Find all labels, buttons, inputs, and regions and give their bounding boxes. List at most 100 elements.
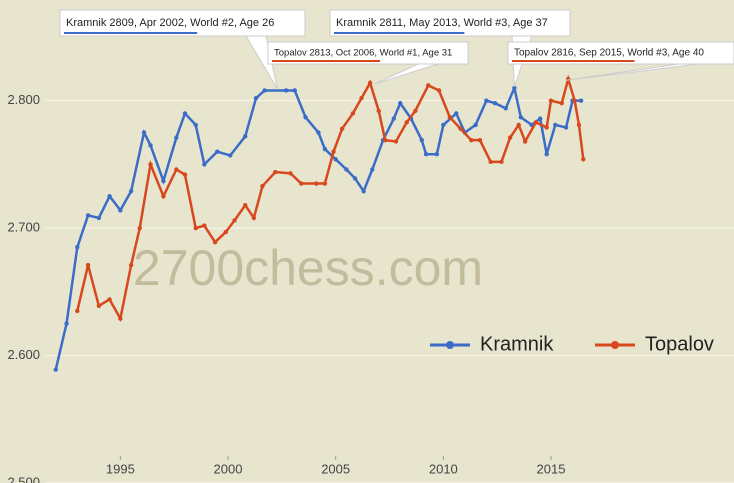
data-point bbox=[288, 171, 293, 176]
data-point bbox=[572, 98, 577, 103]
data-point bbox=[316, 130, 321, 135]
data-point bbox=[322, 146, 328, 152]
data-point bbox=[544, 152, 549, 157]
legend-label: Topalov bbox=[645, 333, 714, 355]
data-point bbox=[202, 162, 207, 167]
data-point bbox=[202, 223, 207, 228]
data-point bbox=[85, 213, 91, 218]
data-point bbox=[516, 122, 521, 128]
data-point bbox=[477, 137, 483, 143]
data-point bbox=[499, 159, 504, 165]
data-point bbox=[96, 215, 102, 221]
data-point bbox=[314, 181, 319, 186]
legend-marker bbox=[446, 341, 454, 349]
y-tick-label: 2.600 bbox=[7, 347, 40, 362]
data-point bbox=[423, 152, 429, 157]
data-point bbox=[404, 120, 409, 125]
x-tick-label: 2000 bbox=[214, 461, 243, 476]
data-point bbox=[426, 83, 431, 88]
data-point bbox=[484, 98, 489, 103]
data-point bbox=[212, 239, 218, 245]
data-point bbox=[273, 169, 278, 175]
data-point bbox=[473, 122, 478, 128]
legend-marker bbox=[611, 341, 619, 349]
data-point bbox=[367, 80, 373, 86]
data-point bbox=[118, 208, 123, 213]
annotation-text: Topalov 2813, Oct 2006, World #1, Age 31 bbox=[274, 48, 452, 59]
data-point bbox=[507, 135, 513, 140]
annotation-text: Kramnik 2809, Apr 2002, World #2, Age 26 bbox=[66, 17, 274, 29]
data-point bbox=[243, 134, 248, 139]
data-point bbox=[193, 122, 198, 128]
x-tick-label: 2015 bbox=[537, 461, 566, 476]
data-point bbox=[128, 188, 134, 194]
data-point bbox=[137, 225, 142, 231]
data-point bbox=[128, 262, 134, 268]
data-point bbox=[581, 157, 586, 162]
data-point bbox=[436, 88, 442, 93]
data-point bbox=[232, 218, 237, 223]
data-point bbox=[419, 137, 424, 143]
data-point bbox=[85, 262, 91, 268]
data-point bbox=[161, 194, 166, 199]
data-point bbox=[350, 111, 356, 116]
data-point bbox=[141, 130, 147, 135]
x-tick-label: 2005 bbox=[321, 461, 350, 476]
callout-box bbox=[329, 9, 571, 37]
data-point bbox=[260, 183, 265, 189]
callout-box bbox=[507, 41, 734, 65]
data-point bbox=[174, 167, 179, 172]
data-point bbox=[64, 321, 69, 326]
callout-box bbox=[59, 9, 306, 37]
data-point bbox=[533, 120, 539, 125]
data-point bbox=[161, 178, 166, 184]
data-point bbox=[413, 108, 418, 114]
data-point bbox=[262, 88, 267, 93]
data-point bbox=[75, 308, 80, 314]
data-point bbox=[393, 139, 399, 144]
data-point bbox=[75, 245, 80, 250]
data-point bbox=[563, 125, 569, 130]
x-tick-label: 1995 bbox=[106, 461, 135, 476]
data-point bbox=[223, 229, 229, 235]
data-point bbox=[376, 108, 381, 114]
data-point bbox=[303, 115, 308, 120]
y-tick-label: 2.700 bbox=[7, 220, 40, 235]
data-point bbox=[488, 159, 493, 165]
data-point bbox=[118, 316, 123, 321]
data-point bbox=[107, 297, 112, 302]
callout-box bbox=[267, 41, 469, 65]
data-point bbox=[352, 176, 358, 181]
data-point bbox=[215, 149, 220, 154]
data-point bbox=[359, 95, 364, 101]
data-point bbox=[299, 181, 304, 186]
data-point bbox=[322, 181, 328, 186]
data-point bbox=[148, 162, 153, 167]
data-point bbox=[339, 126, 345, 131]
data-point bbox=[370, 167, 375, 172]
y-tick-label: 2.800 bbox=[7, 92, 40, 107]
data-point bbox=[243, 202, 248, 208]
annotation-text: Topalov 2816, Sep 2015, World #3, Age 40 bbox=[514, 48, 704, 59]
data-point bbox=[544, 125, 549, 130]
x-tick-label: 2010 bbox=[429, 461, 458, 476]
data-point bbox=[492, 101, 498, 106]
data-point bbox=[331, 149, 336, 154]
data-point bbox=[107, 194, 112, 199]
data-point bbox=[518, 115, 524, 120]
data-point bbox=[182, 172, 188, 177]
data-point bbox=[227, 153, 233, 158]
data-point bbox=[148, 143, 153, 148]
data-point bbox=[548, 98, 554, 103]
data-point bbox=[512, 85, 517, 91]
y-tick-label: 2.500 bbox=[7, 474, 40, 483]
data-point bbox=[447, 115, 452, 120]
data-point bbox=[382, 137, 388, 143]
data-point bbox=[333, 157, 338, 162]
data-point bbox=[174, 135, 179, 140]
data-point bbox=[434, 152, 440, 157]
data-point bbox=[251, 215, 257, 221]
data-point bbox=[538, 116, 543, 121]
data-point bbox=[253, 95, 259, 101]
